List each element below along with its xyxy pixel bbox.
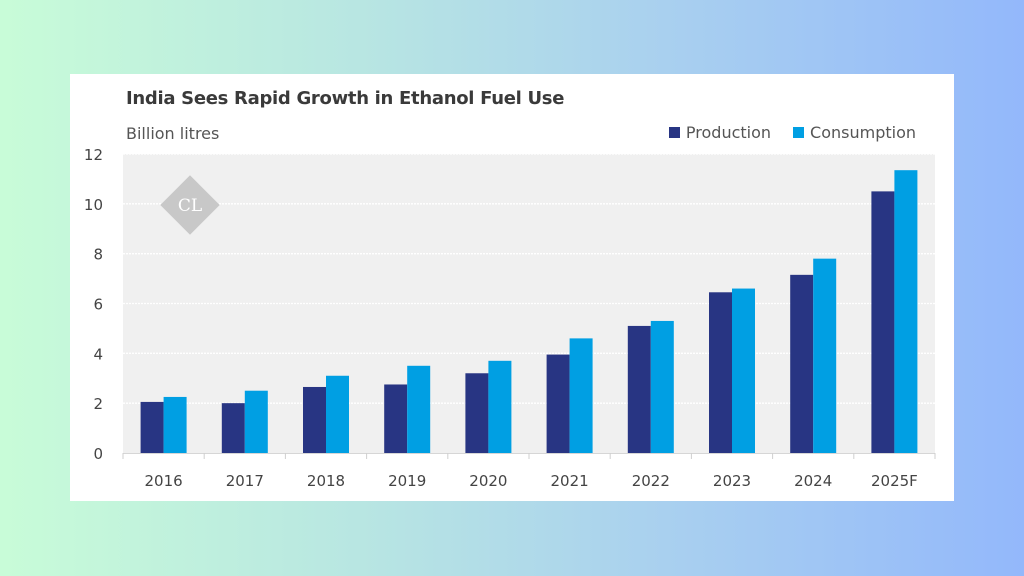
legend-item-production: Production [668,123,772,142]
legend-label-consumption: Consumption [810,123,916,142]
bar-consumption-2018 [326,375,349,453]
bar-production-2018 [303,386,326,453]
x-tick-label: 2016 [145,472,183,490]
bar-production-2020 [465,373,489,453]
bar-production-2017 [221,403,245,453]
watermark-text: CL [178,196,202,216]
x-tick-label: 2021 [551,472,589,490]
chart-title: India Sees Rapid Growth in Ethanol Fuel … [126,88,565,109]
bar-consumption-2019 [407,365,431,453]
bar-consumption-2022 [650,320,674,453]
x-tick-label: 2019 [388,472,426,490]
x-tick-label: 2020 [469,472,507,490]
y-tick-label: 0 [93,445,103,463]
bar-consumption-2025f [894,170,918,453]
x-tick-label: 2024 [794,472,832,490]
y-tick-label: 10 [84,196,103,214]
y-tick-label: 12 [84,146,103,164]
legend-swatch-consumption [793,127,805,138]
y-tick-label: 8 [93,246,103,264]
legend: Production Consumption [668,123,916,142]
bar-production-2023 [709,292,732,453]
bar-consumption-2020 [488,360,512,453]
legend-label-production: Production [685,123,772,142]
bar-consumption-2016 [163,396,187,453]
bar-production-2024 [790,274,814,453]
x-tick-label: 2018 [307,472,345,490]
y-tick-label: 4 [93,345,103,363]
bar-production-2016 [140,401,164,453]
bar-production-2019 [384,384,408,453]
bar-consumption-2023 [732,288,755,453]
legend-swatch-production [668,127,680,138]
x-tick-label: 2025F [871,472,918,490]
y-tick-label: 2 [93,395,103,413]
x-tick-label: 2017 [226,472,264,490]
x-tick-label: 2022 [632,472,670,490]
bar-production-2022 [627,325,651,453]
y-axis-unit-label: Billion litres [126,124,220,143]
y-tick-label: 6 [93,296,103,314]
legend-item-consumption: Consumption [793,123,916,142]
x-tick-label: 2023 [713,472,751,490]
bar-consumption-2021 [569,338,593,453]
bar-production-2025f [871,191,895,453]
bar-consumption-2024 [813,258,837,453]
bar-consumption-2017 [244,390,268,453]
bar-production-2021 [546,354,570,453]
